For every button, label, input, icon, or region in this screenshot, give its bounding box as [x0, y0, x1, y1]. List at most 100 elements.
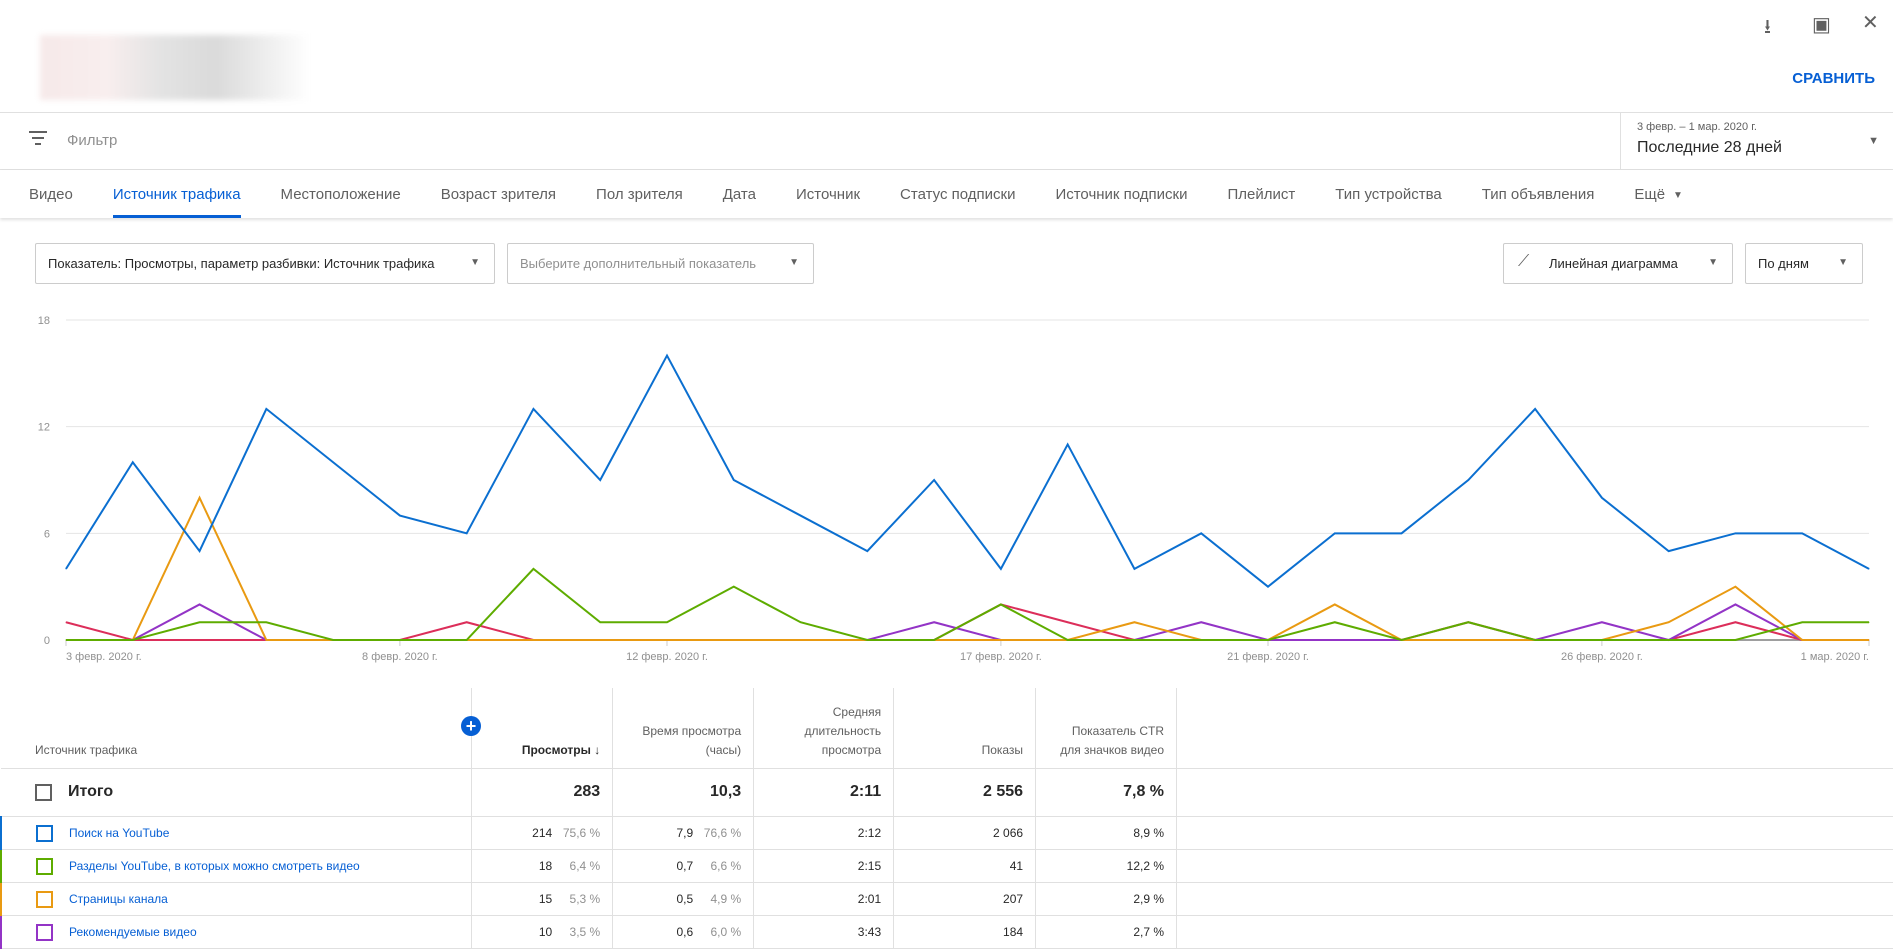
source-link[interactable]: Разделы YouTube, в которых можно смотрет…	[69, 858, 360, 873]
impressions-cell: 41	[893, 849, 1037, 883]
y-tick-label: 0	[44, 635, 50, 647]
data-point	[666, 621, 668, 623]
ctr-cell: 7,8 %	[1035, 768, 1178, 817]
data-point	[1601, 621, 1603, 623]
date-range-selector[interactable]: 3 февр. – 1 мар. 2020 г. Последние 28 дн…	[1620, 113, 1893, 170]
extra-metric-select[interactable]: Выберите дополнительный показатель ▼	[507, 243, 814, 284]
data-point	[599, 621, 601, 623]
y-tick-label: 12	[38, 422, 50, 434]
watch-cell: 0,6 6,0 %	[612, 915, 755, 949]
data-point	[866, 639, 868, 641]
checkbox[interactable]	[36, 857, 53, 875]
source-link[interactable]: Рекомендуемые видео	[69, 924, 197, 939]
interval-select[interactable]: По дням ▼	[1745, 243, 1863, 284]
column-header-views[interactable]: Просмотры ↓	[471, 688, 614, 769]
traffic-source-table: Источник трафика + Просмотры ↓ Время про…	[0, 688, 1893, 949]
views-cell: 15 5,3 %	[471, 882, 614, 916]
data-point	[1734, 586, 1736, 588]
avg-cell: 3:43	[753, 915, 895, 949]
data-point	[532, 408, 534, 410]
checkbox[interactable]	[36, 824, 53, 842]
data-point	[466, 621, 468, 623]
data-point	[599, 479, 601, 481]
data-point	[1734, 621, 1736, 623]
tab-7[interactable]: Статус подписки	[900, 186, 1016, 203]
ctr-cell: 12,2 %	[1035, 849, 1178, 883]
column-header-avg-duration[interactable]: Средняя длительность просмотра	[753, 688, 895, 769]
data-point	[199, 550, 201, 552]
tab-6[interactable]: Источник	[795, 186, 861, 203]
watch-cell: 0,5 4,9 %	[612, 882, 755, 916]
x-tick-label: 21 февр. 2020 г.	[1227, 651, 1309, 663]
data-point	[1267, 586, 1269, 588]
data-point	[800, 639, 802, 641]
x-tick-label: 26 февр. 2020 г.	[1561, 651, 1643, 663]
data-point	[1067, 621, 1069, 623]
data-point	[132, 461, 134, 463]
data-point	[866, 550, 868, 552]
tab-0[interactable]: Видео	[29, 186, 73, 203]
column-header-impressions[interactable]: Показы	[893, 688, 1037, 769]
data-point	[1000, 639, 1002, 641]
data-point	[733, 479, 735, 481]
close-icon[interactable]: ✕	[1862, 12, 1879, 34]
data-point	[1601, 639, 1603, 641]
ctr-cell: 8,9 %	[1035, 816, 1178, 850]
chart-type-select[interactable]: ⟋ Линейная диаграмма ▼	[1503, 243, 1733, 284]
x-tick-label: 17 февр. 2020 г.	[960, 651, 1042, 663]
tab-4[interactable]: Пол зрителя	[596, 186, 683, 203]
tab-2[interactable]: Местоположение	[280, 186, 401, 203]
data-point	[800, 621, 802, 623]
data-point	[1601, 497, 1603, 499]
tab-11[interactable]: Тип объявления	[1481, 186, 1595, 203]
metric-select[interactable]: Показатель: Просмотры, параметр разбивки…	[35, 243, 495, 284]
compare-button[interactable]: СРАВНИТЬ	[1792, 70, 1875, 87]
period-label: Последние 28 дней	[1637, 139, 1782, 156]
checkbox[interactable]	[35, 783, 52, 801]
checkbox[interactable]	[36, 890, 53, 908]
impressions-cell: 184	[893, 915, 1037, 949]
tab-1[interactable]: Источник трафика	[112, 170, 241, 218]
series-line-3	[66, 495, 1869, 641]
add-column-icon[interactable]: +	[461, 716, 481, 736]
source-link[interactable]: Поиск на YouTube	[69, 825, 170, 840]
download-icon[interactable]: ⭳	[1764, 16, 1771, 38]
avg-cell: 2:12	[753, 816, 895, 850]
data-point	[800, 515, 802, 517]
tab-12[interactable]: Ещё	[1634, 186, 1666, 203]
data-point	[1067, 443, 1069, 445]
column-header-source[interactable]: Источник трафика +	[1, 688, 481, 769]
checkbox[interactable]	[36, 923, 53, 941]
filter-icon[interactable]	[28, 131, 48, 149]
column-header-ctr[interactable]: Показатель CTR для значков видео	[1035, 688, 1178, 769]
tab-10[interactable]: Тип устройства	[1335, 186, 1442, 203]
data-point	[265, 621, 267, 623]
tab-9[interactable]: Плейлист	[1227, 186, 1296, 203]
data-point	[1334, 621, 1336, 623]
chevron-down-icon: ▼	[1838, 257, 1848, 268]
data-point	[65, 639, 67, 641]
data-point	[265, 639, 267, 641]
feedback-icon[interactable]: ▣	[1812, 14, 1831, 36]
x-tick-label: 3 февр. 2020 г.	[66, 651, 142, 663]
header: ⭳ ▣ ✕ СРАВНИТЬ	[0, 0, 1893, 113]
chevron-down-icon: ▼	[1708, 257, 1718, 268]
table-row: Поиск на YouTube 214 75,6 % 7,9 76,6 % 2:1…	[0, 816, 1893, 850]
data-point	[1534, 639, 1536, 641]
data-point	[532, 639, 534, 641]
filter-input[interactable]: Фильтр	[67, 132, 118, 149]
source-link[interactable]: Страницы канала	[69, 891, 168, 906]
views-cell: 283	[471, 768, 614, 817]
data-point	[933, 621, 935, 623]
tab-3[interactable]: Возраст зрителя	[440, 186, 557, 203]
impressions-cell: 2 556	[893, 768, 1037, 817]
column-header-watch-time[interactable]: Время просмотра (часы)	[612, 688, 755, 769]
data-point	[1133, 639, 1135, 641]
tab-8[interactable]: Источник подписки	[1055, 186, 1188, 203]
data-point	[733, 586, 735, 588]
data-point	[199, 603, 201, 605]
tab-5[interactable]: Дата	[722, 186, 756, 203]
ctr-cell: 2,9 %	[1035, 882, 1178, 916]
data-point	[1200, 639, 1202, 641]
data-point	[1067, 639, 1069, 641]
